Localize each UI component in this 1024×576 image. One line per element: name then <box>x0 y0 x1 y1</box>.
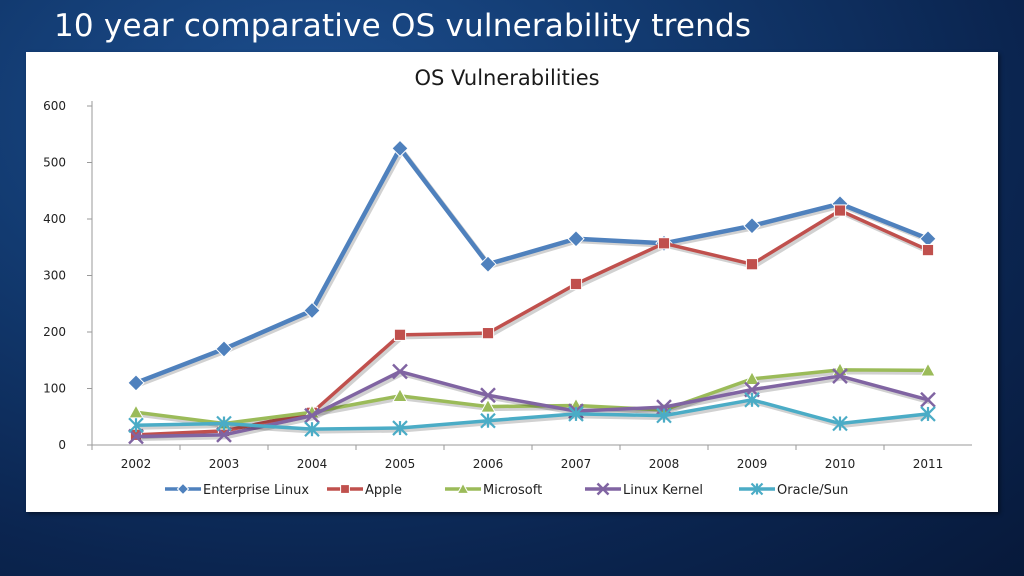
data-point <box>745 258 759 271</box>
data-point <box>656 407 672 424</box>
data-point <box>920 391 936 408</box>
data-point <box>920 362 936 377</box>
data-point <box>744 370 760 385</box>
series-layer <box>127 139 937 445</box>
data-point <box>456 482 470 494</box>
series-line <box>135 146 929 385</box>
data-point <box>303 301 321 320</box>
x-tick-label: 2006 <box>473 457 504 471</box>
series-line <box>135 368 929 426</box>
series-enterprise-linux <box>127 139 937 392</box>
legend-item: Microsoft <box>445 482 542 498</box>
x-tick-label: 2011 <box>913 457 944 471</box>
y-tick-label: 300 <box>43 269 66 283</box>
y-tick-label: 100 <box>43 382 66 396</box>
x-tick-label: 2008 <box>649 457 680 471</box>
data-point <box>920 406 936 422</box>
data-point <box>216 426 232 443</box>
data-point <box>392 387 408 402</box>
data-point <box>596 482 610 496</box>
data-point <box>481 327 495 340</box>
legend-label: Apple <box>365 483 402 498</box>
x-tick-label: 2002 <box>121 457 152 471</box>
legend-label: Enterprise Linux <box>203 483 309 498</box>
data-point <box>479 255 497 273</box>
legend-item: Enterprise Linux <box>165 482 309 498</box>
x-tick-label: 2005 <box>385 457 416 471</box>
data-point <box>568 406 584 422</box>
data-point <box>567 230 585 248</box>
y-tick-label: 600 <box>43 99 66 113</box>
x-tick-label: 2007 <box>561 457 592 471</box>
x-tick-label: 2009 <box>737 457 768 471</box>
data-point <box>176 482 190 496</box>
data-point <box>128 428 144 445</box>
y-tick-label: 0 <box>58 438 66 452</box>
series-line <box>135 398 929 431</box>
y-tick-label: 400 <box>43 212 66 226</box>
data-point <box>832 415 848 432</box>
data-point <box>832 368 848 384</box>
data-point <box>216 415 232 432</box>
data-point <box>393 328 407 341</box>
data-point <box>743 217 761 235</box>
series-shadow <box>137 369 931 429</box>
data-point <box>569 277 583 291</box>
data-point <box>657 237 671 250</box>
series-shadow <box>137 147 931 388</box>
data-point <box>392 363 408 380</box>
data-point <box>128 417 144 434</box>
legend-label: Linux Kernel <box>623 483 703 498</box>
data-point <box>128 404 144 419</box>
data-point <box>744 392 760 408</box>
data-point <box>340 484 350 494</box>
data-point <box>833 204 847 217</box>
data-point <box>392 420 408 436</box>
slide-title: 10 year comparative OS vulnerability tre… <box>54 8 752 44</box>
data-point <box>215 340 233 358</box>
legend-label: Microsoft <box>483 483 542 498</box>
data-point <box>921 243 935 257</box>
x-tick-label: 2010 <box>825 457 856 471</box>
y-tick-label: 200 <box>43 325 66 339</box>
data-point <box>391 139 409 158</box>
series-line <box>135 208 929 437</box>
line-chart: OS Vulnerabilities 0 100 200 300 400 500 600 20… <box>43 66 972 498</box>
data-point <box>304 421 320 437</box>
chart-title: OS Vulnerabilities <box>414 66 599 90</box>
data-point <box>127 374 145 392</box>
x-tick-label: 2003 <box>209 457 240 471</box>
x-tick-label: 2004 <box>297 457 328 471</box>
legend-label: Oracle/Sun <box>777 483 848 498</box>
data-point <box>480 398 496 413</box>
legend-item: Oracle/Sun <box>739 482 848 498</box>
chart-axes: 0 100 200 300 400 500 600 2002 2003 2004 2005 2006 2… <box>43 99 972 471</box>
data-point <box>480 412 496 429</box>
chart-panel: OS Vulnerabilities 0 100 200 300 400 500 600 20… <box>26 52 998 512</box>
y-tick-label: 500 <box>43 156 66 170</box>
data-point <box>480 387 496 404</box>
series-oracle-sun <box>128 392 936 437</box>
data-point <box>750 482 764 496</box>
legend-item: Linux Kernel <box>585 482 703 498</box>
chart-legend: Enterprise Linux Apple Microsoft Linux Kern… <box>165 482 848 498</box>
legend-item: Apple <box>327 483 402 498</box>
data-point <box>304 407 320 424</box>
